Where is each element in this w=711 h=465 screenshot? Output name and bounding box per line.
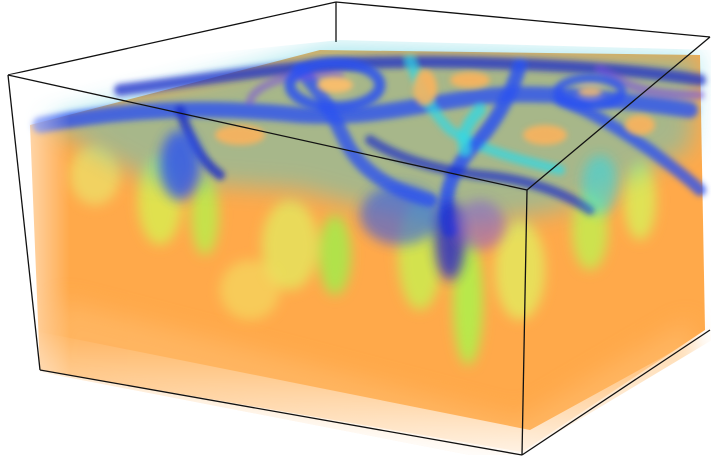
blue-plumes [160,130,618,280]
box-back-edges [7,1,711,76]
ring-feature [284,57,627,113]
box-front-edges [7,36,711,456]
volume-body [8,45,711,455]
